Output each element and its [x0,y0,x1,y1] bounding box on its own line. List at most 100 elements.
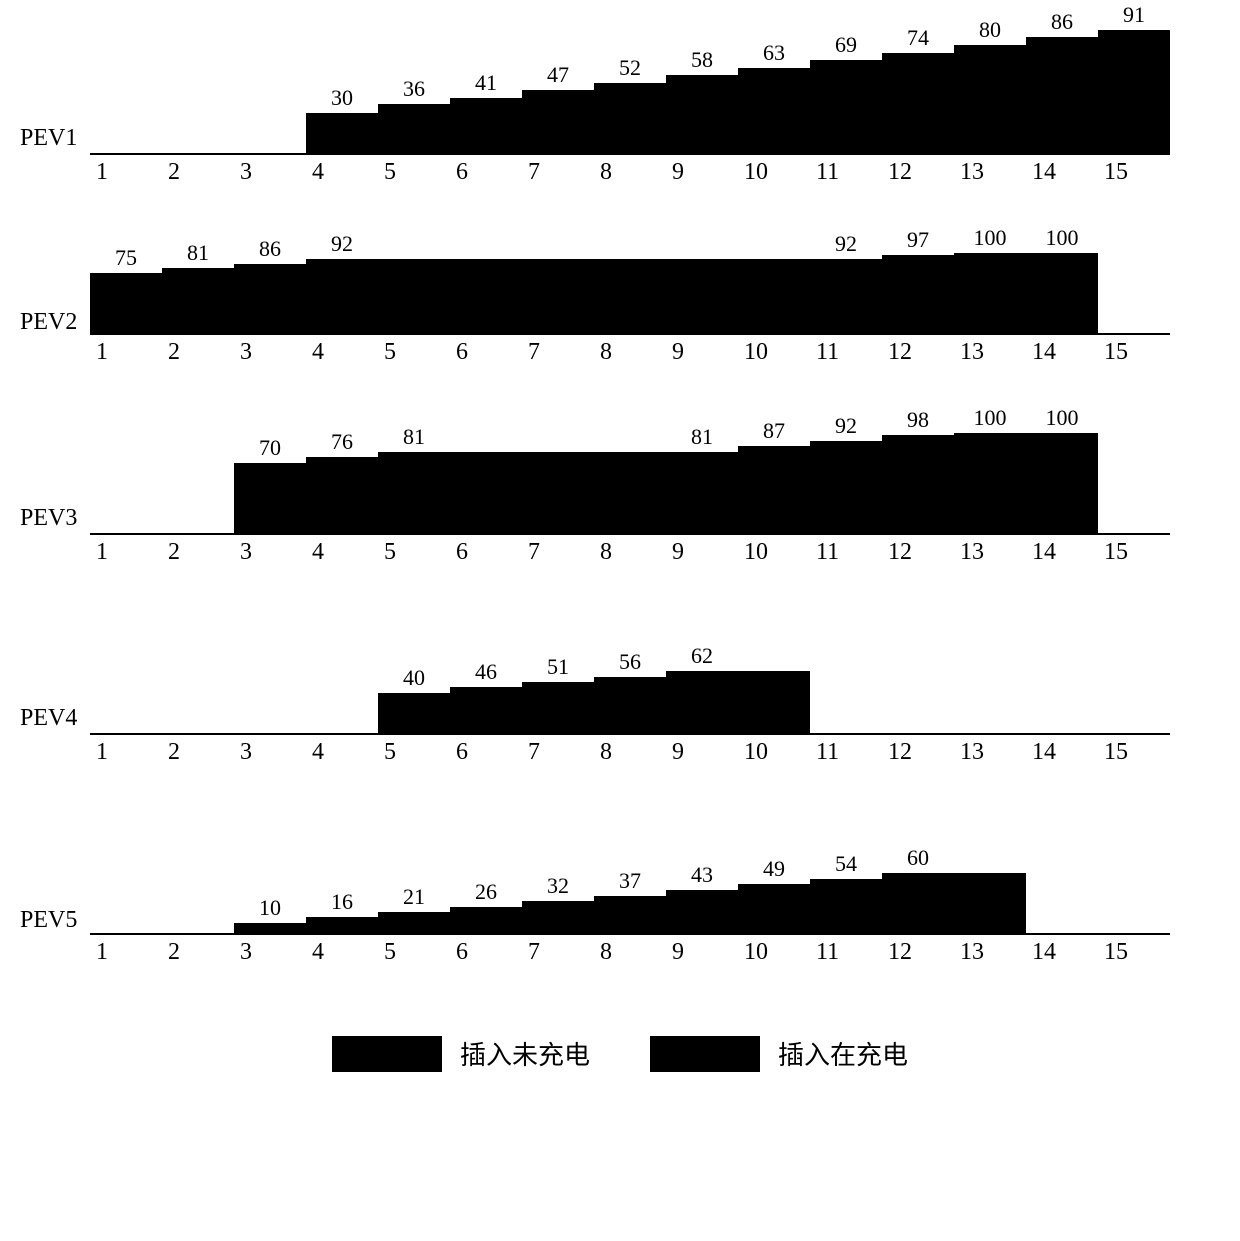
x-tick: 7 [528,539,540,566]
x-tick: 6 [456,939,468,966]
bar-value: 60 [882,845,954,871]
x-axis: 123456789101112131415 [90,155,1170,185]
bar-value: 100 [954,225,1026,251]
bar-slot: 74 [882,53,954,153]
bar-value: 81 [666,424,738,450]
bar [450,907,522,933]
bar-value: 98 [882,407,954,433]
bar-slot: 87 [738,446,810,533]
x-tick: 1 [96,939,108,966]
legend-item: 插入未充电 [332,1035,590,1072]
bar-slot: 98 [882,435,954,533]
bar [378,259,450,333]
bar-value: 62 [666,643,738,669]
bar [666,75,738,153]
x-tick: 10 [744,939,768,966]
chart-row-pev3: PEV3707681818792981001001234567891011121… [20,435,1220,565]
bar-slot: 75 [90,273,162,333]
bar [1026,433,1098,533]
x-tick: 13 [960,539,984,566]
bar-value: 69 [810,32,882,58]
plot-area: 70768181879298100100 [90,435,1170,535]
bar-value: 47 [522,62,594,88]
legend-item: 插入在充电 [650,1035,908,1072]
x-tick: 12 [888,739,912,766]
bar-slot: 86 [1026,37,1098,153]
bar-value: 54 [810,851,882,877]
bar-value: 70 [234,435,306,461]
bar [378,104,450,153]
bar-slot [522,452,594,533]
bar-value: 32 [522,873,594,899]
bar-slot: 86 [234,264,306,333]
x-tick: 5 [384,339,396,366]
bar-value: 87 [738,418,810,444]
x-tick: 7 [528,159,540,186]
bar-slot: 10 [234,923,306,933]
x-tick: 1 [96,339,108,366]
bar-slot: 81 [666,452,738,533]
x-tick: 9 [672,539,684,566]
legend-label: 插入在充电 [778,1041,908,1070]
x-tick: 5 [384,539,396,566]
x-tick: 14 [1032,539,1056,566]
x-tick: 11 [816,939,839,966]
bar-slot: 100 [954,253,1026,333]
bar-value: 49 [738,856,810,882]
x-tick: 1 [96,539,108,566]
bar [954,253,1026,333]
bar [594,83,666,153]
x-tick: 3 [240,159,252,186]
bar [450,98,522,153]
x-tick: 6 [456,739,468,766]
bar [90,273,162,333]
bar-slot: 32 [522,901,594,933]
bar [306,917,378,933]
bar [378,452,450,533]
bar-value: 86 [1026,9,1098,35]
bar-slot: 52 [594,83,666,153]
bar-value: 100 [1026,405,1098,431]
x-tick: 11 [816,739,839,766]
x-tick: 9 [672,739,684,766]
bar-slot: 58 [666,75,738,153]
x-tick: 15 [1104,159,1128,186]
bar-value: 36 [378,76,450,102]
bar-slot: 100 [1026,253,1098,333]
x-tick: 13 [960,939,984,966]
bar [522,259,594,333]
x-tick: 14 [1032,739,1056,766]
x-axis: 123456789101112131415 [90,535,1170,565]
x-axis: 123456789101112131415 [90,335,1170,365]
x-tick: 2 [168,159,180,186]
bar [1098,30,1170,153]
bar [954,433,1026,533]
bar [594,452,666,533]
legend: 插入未充电 插入在充电 [20,1035,1220,1072]
x-tick: 10 [744,739,768,766]
bar-value: 63 [738,40,810,66]
bar [738,884,810,933]
x-tick: 11 [816,339,839,366]
bar-slot [594,259,666,333]
bar-value: 80 [954,17,1026,43]
bar [306,457,378,533]
bar-value: 58 [666,47,738,73]
bar-slot: 91 [1098,30,1170,153]
bar-slot: 56 [594,677,666,733]
bar-value: 46 [450,659,522,685]
bar-slot: 30 [306,113,378,154]
bar [666,890,738,933]
bar-slot: 54 [810,879,882,933]
bar-value: 26 [450,879,522,905]
x-tick: 7 [528,739,540,766]
bar [810,259,882,333]
bar-value: 16 [306,889,378,915]
bar [810,60,882,153]
x-tick: 3 [240,339,252,366]
bar-value: 100 [1026,225,1098,251]
bar-slot: 60 [882,873,954,933]
bar [594,896,666,933]
x-tick: 14 [1032,339,1056,366]
x-tick: 14 [1032,939,1056,966]
